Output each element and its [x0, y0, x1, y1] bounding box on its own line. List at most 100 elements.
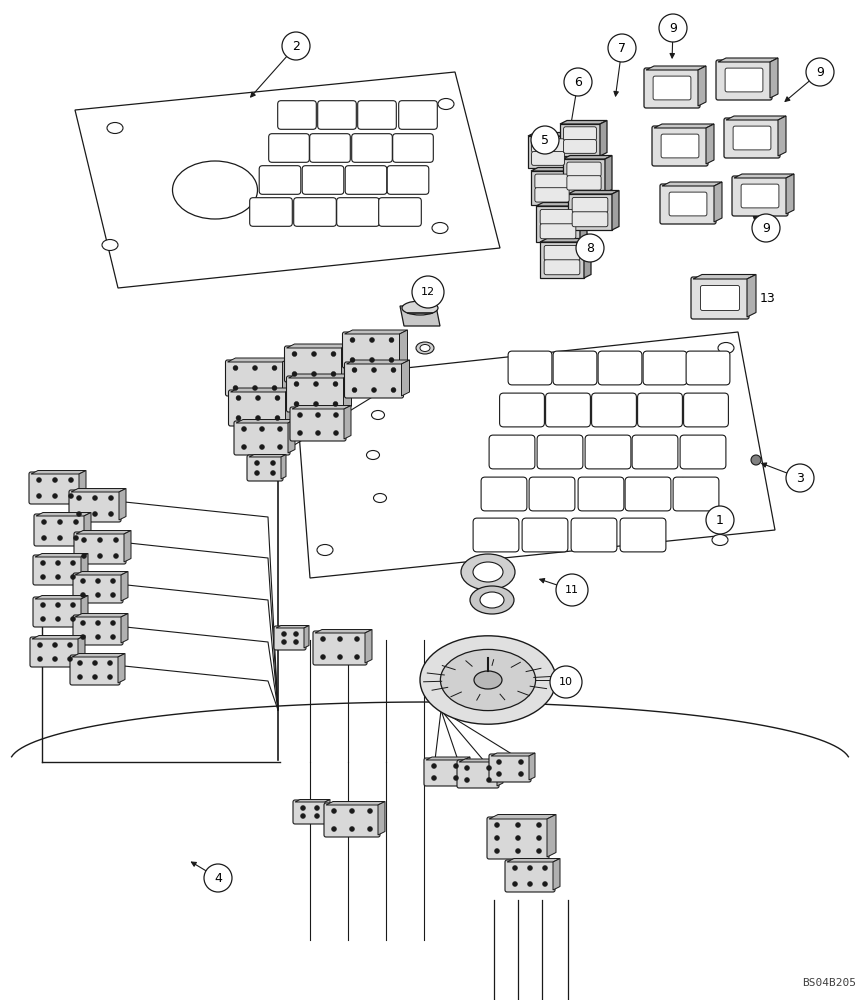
Circle shape: [58, 520, 62, 524]
Text: 6: 6: [574, 76, 582, 89]
Polygon shape: [718, 58, 778, 62]
Circle shape: [367, 808, 372, 814]
Polygon shape: [491, 753, 535, 756]
FancyBboxPatch shape: [487, 817, 549, 859]
Circle shape: [486, 778, 492, 782]
FancyBboxPatch shape: [70, 655, 120, 685]
Circle shape: [391, 367, 396, 372]
Circle shape: [518, 760, 524, 764]
Polygon shape: [698, 66, 706, 106]
Circle shape: [252, 365, 257, 370]
Polygon shape: [315, 630, 372, 633]
Polygon shape: [227, 358, 290, 362]
Polygon shape: [464, 757, 470, 784]
Circle shape: [528, 882, 532, 886]
Ellipse shape: [416, 342, 434, 354]
Circle shape: [96, 635, 100, 640]
Circle shape: [576, 234, 604, 262]
Circle shape: [256, 395, 261, 400]
FancyBboxPatch shape: [345, 362, 403, 398]
Polygon shape: [75, 72, 500, 288]
Circle shape: [516, 822, 520, 828]
Text: 11: 11: [565, 585, 579, 595]
Ellipse shape: [480, 592, 504, 608]
FancyBboxPatch shape: [473, 518, 519, 552]
Circle shape: [252, 385, 257, 390]
Circle shape: [350, 358, 355, 362]
Circle shape: [270, 471, 276, 476]
Circle shape: [275, 395, 280, 400]
FancyBboxPatch shape: [74, 532, 126, 564]
Circle shape: [412, 276, 444, 308]
Circle shape: [350, 808, 354, 814]
Ellipse shape: [173, 161, 257, 219]
FancyBboxPatch shape: [302, 166, 344, 194]
Circle shape: [512, 882, 518, 886]
FancyBboxPatch shape: [33, 597, 83, 627]
FancyBboxPatch shape: [378, 198, 422, 226]
Ellipse shape: [373, 493, 386, 502]
Polygon shape: [81, 554, 88, 583]
Polygon shape: [281, 454, 286, 479]
FancyBboxPatch shape: [247, 455, 283, 481]
Polygon shape: [249, 454, 286, 457]
Polygon shape: [81, 595, 88, 625]
Circle shape: [497, 760, 501, 764]
Circle shape: [465, 778, 469, 782]
Ellipse shape: [317, 544, 333, 556]
Circle shape: [259, 426, 264, 432]
FancyBboxPatch shape: [540, 224, 575, 239]
Circle shape: [233, 365, 238, 370]
Polygon shape: [231, 388, 294, 392]
Circle shape: [71, 602, 75, 607]
FancyBboxPatch shape: [318, 101, 356, 129]
Ellipse shape: [438, 99, 454, 109]
FancyBboxPatch shape: [567, 176, 601, 190]
Circle shape: [80, 635, 86, 640]
Circle shape: [98, 538, 103, 542]
FancyBboxPatch shape: [342, 332, 402, 368]
FancyBboxPatch shape: [287, 376, 346, 412]
Polygon shape: [295, 800, 330, 802]
FancyBboxPatch shape: [680, 435, 726, 469]
FancyBboxPatch shape: [701, 286, 740, 310]
Circle shape: [55, 574, 60, 580]
Polygon shape: [568, 132, 575, 168]
FancyBboxPatch shape: [632, 435, 678, 469]
FancyBboxPatch shape: [686, 351, 730, 385]
FancyBboxPatch shape: [544, 260, 580, 275]
FancyBboxPatch shape: [571, 518, 617, 552]
Polygon shape: [536, 202, 587, 206]
FancyBboxPatch shape: [529, 477, 575, 511]
Text: 10: 10: [559, 677, 573, 687]
FancyBboxPatch shape: [644, 68, 700, 108]
Circle shape: [706, 506, 734, 534]
Polygon shape: [573, 167, 580, 205]
Circle shape: [55, 616, 60, 621]
Circle shape: [277, 426, 283, 432]
Circle shape: [53, 643, 58, 648]
Circle shape: [556, 574, 588, 606]
Circle shape: [391, 387, 396, 392]
FancyBboxPatch shape: [234, 421, 290, 455]
Polygon shape: [35, 595, 88, 599]
FancyBboxPatch shape: [563, 127, 596, 141]
Circle shape: [71, 560, 75, 566]
Polygon shape: [35, 554, 88, 557]
Polygon shape: [121, 613, 128, 643]
Circle shape: [370, 338, 374, 342]
FancyBboxPatch shape: [567, 162, 601, 176]
Ellipse shape: [470, 586, 514, 614]
FancyBboxPatch shape: [537, 435, 583, 469]
Ellipse shape: [402, 301, 438, 315]
Polygon shape: [459, 759, 503, 762]
Circle shape: [350, 338, 355, 342]
Circle shape: [564, 68, 592, 96]
FancyBboxPatch shape: [572, 197, 608, 212]
FancyBboxPatch shape: [660, 184, 716, 224]
Polygon shape: [536, 206, 580, 242]
Circle shape: [338, 654, 342, 660]
Ellipse shape: [432, 223, 448, 233]
Circle shape: [494, 836, 499, 840]
Circle shape: [431, 776, 436, 780]
